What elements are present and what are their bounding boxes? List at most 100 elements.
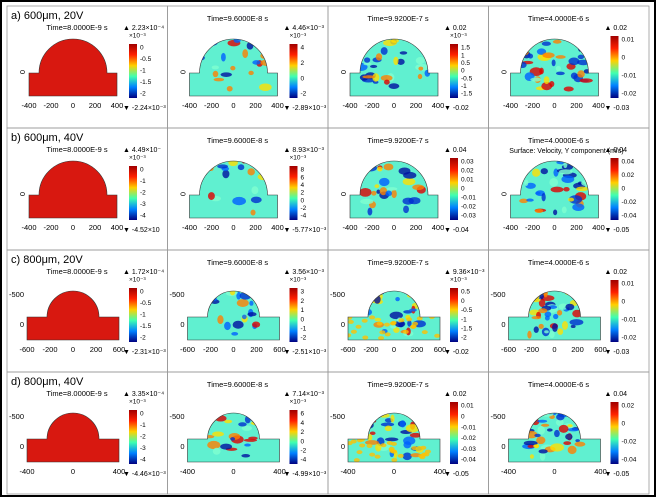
field-blob — [217, 315, 223, 324]
x-tick-label: 0 — [71, 467, 75, 476]
colorbar-tick-label: -0.03 — [461, 213, 476, 220]
colorbar-tick-label: 0 — [301, 438, 305, 445]
colorbar-max: ▲ 0.02 — [605, 269, 628, 276]
colorbar-tick-label: -2 — [140, 190, 146, 197]
x-tick-label: 400 — [592, 101, 605, 110]
colorbar-min: ▼ -2.51×10⁻³ — [284, 349, 327, 356]
field-blob — [572, 203, 584, 211]
x-tick-label: -200 — [363, 345, 378, 354]
field-blob — [252, 321, 260, 327]
colorbar-tick-label: -0.01 — [622, 73, 637, 80]
colorbar-min: ▼ -0.02 — [444, 349, 469, 356]
colorbar-tick-label: -0.02 — [461, 204, 476, 211]
colorbar-tick-label: -4 — [140, 213, 146, 220]
colorbar-tick-label: 0.01 — [461, 403, 474, 410]
x-tick-label: 200 — [89, 223, 102, 232]
colorbar — [290, 166, 298, 220]
panel-title: Time=4.0000E-6 s — [528, 380, 589, 389]
colorbar-tick-label: 4 — [301, 420, 305, 427]
field-blob — [418, 74, 423, 79]
field-blob — [359, 188, 371, 197]
colorbar-tick-label: 3 — [301, 289, 305, 296]
row-label: c) 800μm, 20V — [11, 254, 83, 266]
colorbar-max: ▲ 1.72×10⁻⁴ — [123, 269, 164, 276]
field-blob — [362, 319, 368, 323]
colorbar-tick-label: -0.03 — [461, 446, 476, 453]
x-tick-label: 0 — [392, 467, 396, 476]
field-blob — [375, 184, 380, 188]
colorbar-tick-label: -0.5 — [140, 56, 152, 63]
x-tick-label: 200 — [410, 223, 423, 232]
x-tick-label: 200 — [249, 223, 262, 232]
field-blob — [542, 193, 546, 201]
field-blob — [568, 58, 579, 66]
y-tick-label: -500 — [169, 412, 184, 421]
colorbar-tick-label: -1.5 — [461, 326, 473, 333]
panel-title: Time=9.6000E-8 s — [207, 380, 268, 389]
colorbar — [290, 288, 298, 342]
field-blob — [549, 178, 558, 187]
x-tick-label: 200 — [89, 101, 102, 110]
y-tick-label: -500 — [490, 412, 505, 421]
colorbar-unit: ×10⁻³ — [290, 33, 307, 40]
colorbar-unit: ×10⁻³ — [290, 277, 307, 284]
field-blob — [542, 52, 554, 58]
x-tick-label: -200 — [203, 345, 218, 354]
colorbar-max: ▲ 9.36×10⁻³ — [444, 269, 485, 276]
colorbar-tick-label: -2 — [301, 91, 307, 98]
field-blob — [528, 54, 533, 59]
panel-title: Time=8.0000E-9 s — [46, 23, 107, 32]
colorbar — [450, 402, 458, 464]
x-tick-label: -400 — [182, 101, 197, 110]
panel-title: Time=4.0000E-6 s — [528, 14, 589, 23]
colorbar-tick-label: -1.5 — [140, 323, 152, 330]
field-blob — [538, 308, 547, 313]
field-blob — [252, 60, 260, 65]
colorbar-tick-label: 4 — [301, 45, 305, 52]
field-blob — [565, 304, 574, 310]
x-tick-label: 200 — [570, 101, 583, 110]
colorbar-min: ▼ -2.24×10⁻³ — [123, 105, 166, 112]
colorbar-tick-label: 0.5 — [461, 289, 470, 296]
field-blob — [230, 66, 235, 70]
field-blob — [561, 175, 574, 182]
colorbar-max: ▲ 0.04 — [605, 147, 628, 154]
field-blob — [259, 83, 272, 90]
panel-title: Time=9.9200E-7 s — [367, 14, 428, 23]
field-blob — [380, 443, 386, 447]
colorbar — [129, 44, 137, 98]
row-label: d) 800μm, 40V — [11, 376, 84, 388]
field-blob — [251, 197, 262, 204]
colorbar-tick-label: -1 — [140, 312, 146, 319]
field-blob — [362, 75, 375, 78]
field-blob — [238, 164, 245, 170]
field-blob — [248, 71, 253, 75]
field-blob — [577, 70, 585, 77]
x-tick-label: -200 — [524, 345, 539, 354]
field-blob — [553, 40, 562, 44]
x-tick-label: -600 — [19, 345, 34, 354]
y-tick-label: 0 — [20, 320, 24, 329]
field-blob — [370, 65, 377, 68]
colorbar-tick-label: -1 — [140, 68, 146, 75]
field-blob — [351, 439, 357, 443]
field-blob — [567, 424, 572, 427]
panel-title: Time=9.9200E-7 s — [367, 380, 428, 389]
colorbar-tick-label: 0 — [461, 298, 465, 305]
colorbar-max: ▲ 2.23×10⁻⁴ — [123, 25, 164, 32]
x-tick-label: 0 — [231, 345, 235, 354]
field-blob — [568, 198, 574, 202]
field-blob — [539, 324, 544, 329]
field-blob — [422, 330, 428, 334]
field-blob — [390, 415, 394, 423]
field-blob — [387, 187, 398, 191]
field-blob — [384, 164, 394, 171]
colorbar-tick-label: 1 — [301, 307, 305, 314]
x-tick-label: 400 — [111, 101, 124, 110]
x-tick-label: -600 — [180, 345, 195, 354]
x-tick-label: -200 — [42, 345, 57, 354]
field-blob — [381, 47, 388, 55]
field-blob — [400, 420, 406, 427]
colorbar-tick-label: -2 — [461, 335, 467, 342]
field-blob — [553, 314, 558, 319]
